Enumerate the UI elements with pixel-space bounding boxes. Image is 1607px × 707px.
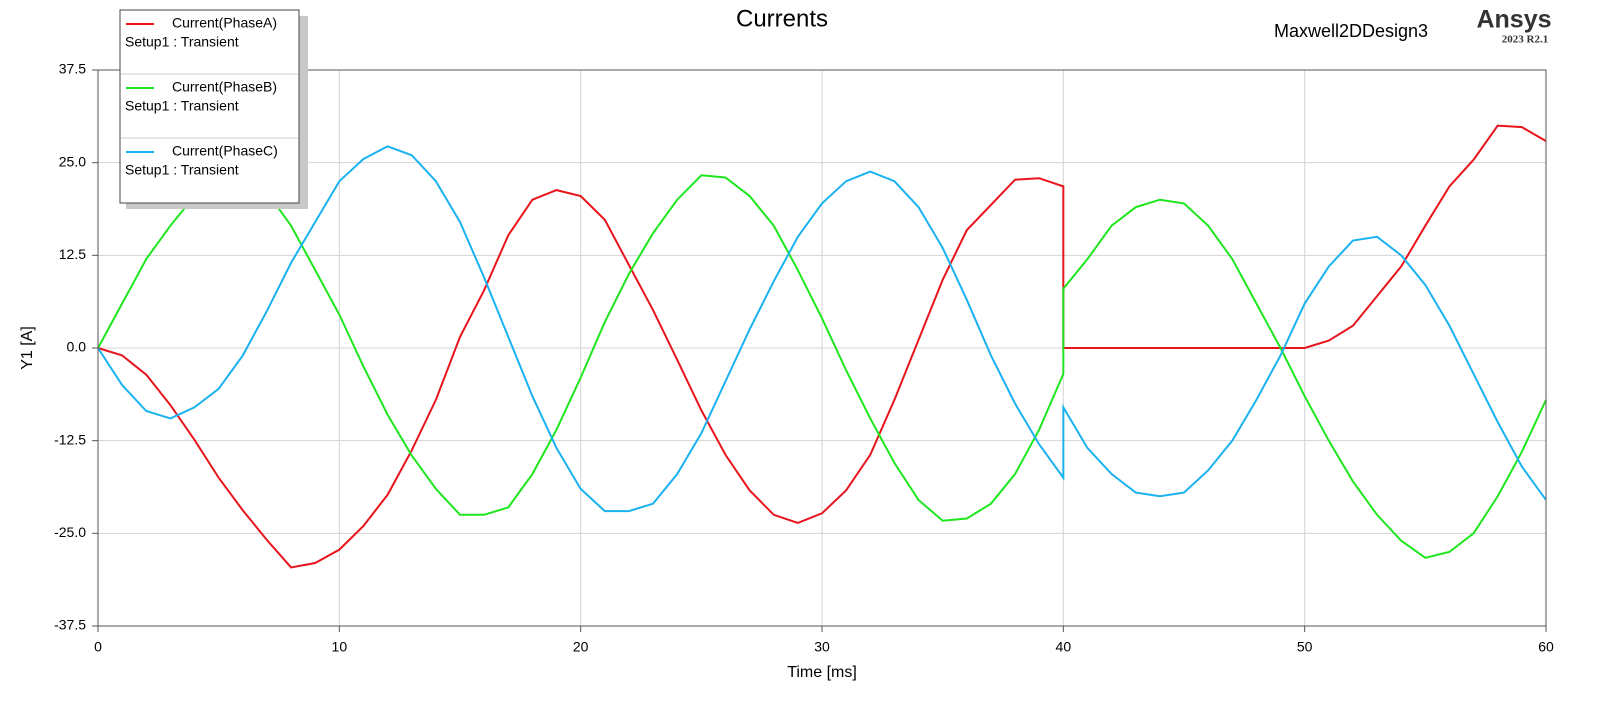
- x-tick-label: 50: [1297, 639, 1313, 655]
- x-tick-label: 60: [1538, 639, 1554, 655]
- legend-box: [119, 9, 300, 204]
- y-tick-label: -25.0: [54, 524, 86, 540]
- series-line: [97, 174, 1547, 559]
- y-tick-label: 25.0: [59, 153, 86, 169]
- x-axis-label: Time [ms]: [787, 664, 857, 681]
- y-tick-label: 37.5: [59, 61, 86, 77]
- version: 2023 R2.1: [1502, 34, 1548, 46]
- y-tick-label: 12.5: [59, 246, 86, 262]
- plot-lines: [97, 124, 1547, 569]
- y-tick-label: -12.5: [54, 431, 86, 447]
- legend-source: Setup1 : Transient: [125, 34, 239, 50]
- series-line: [97, 124, 1547, 569]
- legend: Current(PhaseA) Setup1 : Transient Current…: [119, 9, 308, 209]
- x-tick-label: 20: [573, 639, 589, 655]
- series-line: [97, 145, 1547, 513]
- y-tick-label: 0.0: [67, 339, 87, 355]
- x-tick-label: 0: [94, 639, 102, 655]
- x-tick-label: 30: [814, 639, 830, 655]
- y-tick-label: -37.5: [54, 617, 86, 633]
- y-axis-label: Y1 [A]: [19, 326, 36, 370]
- design-name: Maxwell2DDesign3: [1274, 21, 1428, 41]
- legend-label: Current(PhaseB): [172, 79, 277, 95]
- x-tick-label: 10: [332, 639, 348, 655]
- legend-label: Current(PhaseC): [172, 143, 278, 159]
- legend-label: Current(PhaseA): [172, 15, 277, 31]
- plot-frame: [97, 69, 1547, 627]
- legend-source: Setup1 : Transient: [125, 98, 239, 114]
- brand: Ansys: [1476, 6, 1551, 34]
- x-tick-label: 40: [1056, 639, 1072, 655]
- chart-title: Currents: [736, 5, 828, 32]
- legend-source: Setup1 : Transient: [125, 162, 239, 178]
